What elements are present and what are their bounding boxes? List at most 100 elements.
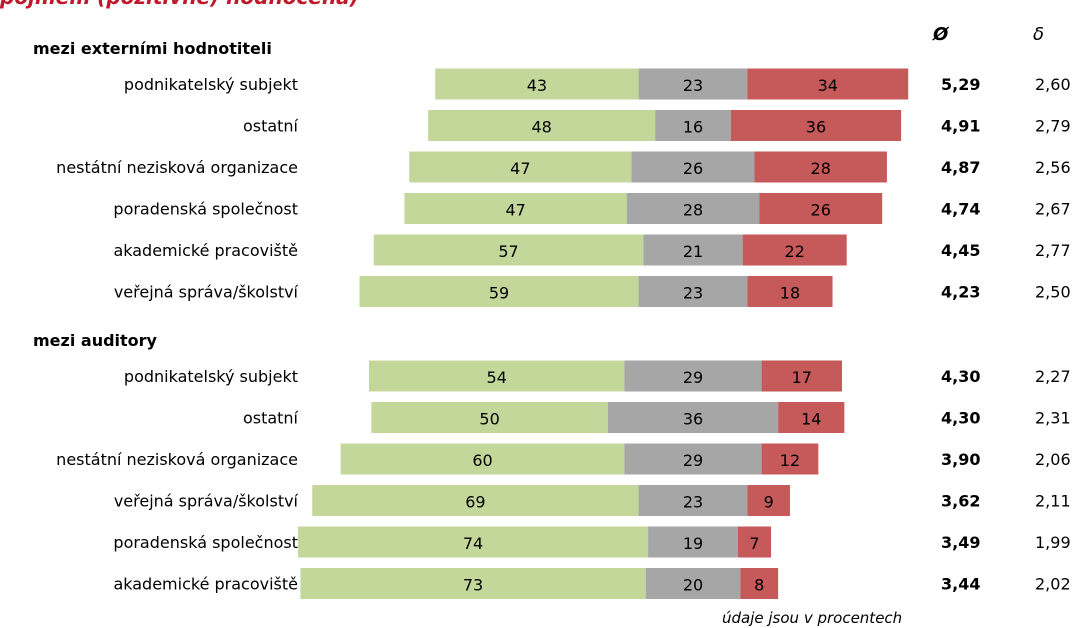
negative-segment: [747, 68, 909, 100]
positive-segment: [368, 360, 625, 392]
neutral-value-label: 23: [683, 493, 703, 512]
negative-value-label: 28: [811, 159, 831, 178]
negative-segment: [759, 193, 883, 224]
mean-value: 3,44: [941, 575, 980, 594]
negative-segment: [761, 443, 819, 475]
category-label: podnikatelský subjekt: [124, 367, 298, 386]
category-label: podnikatelský subjekt: [124, 75, 298, 94]
sd-value: 2,67: [1035, 200, 1071, 219]
positive-segment: [404, 193, 627, 224]
mean-value: 3,90: [941, 450, 980, 469]
negative-segment: [778, 402, 845, 433]
negative-value-label: 36: [806, 118, 826, 137]
positive-segment: [373, 234, 644, 266]
positive-segment: [340, 443, 625, 475]
positive-value-label: 69: [465, 493, 485, 512]
neutral-segment: [648, 526, 738, 558]
category-label: ostatní: [243, 409, 299, 428]
neutral-value-label: 26: [683, 159, 703, 178]
neutral-segment: [607, 402, 779, 433]
negative-value-label: 9: [764, 493, 774, 512]
neutral-segment: [655, 110, 731, 141]
sd-value: 2,31: [1035, 409, 1071, 428]
positive-value-label: 47: [510, 159, 530, 178]
positive-segment: [300, 568, 646, 599]
mean-value: 3,62: [941, 492, 980, 511]
neutral-value-label: 19: [683, 534, 703, 553]
positive-segment: [428, 110, 656, 141]
negative-value-label: 12: [780, 451, 800, 470]
neutral-segment: [638, 485, 748, 516]
neutral-segment: [624, 360, 762, 392]
sd-value: 2,50: [1035, 283, 1071, 302]
negative-segment: [754, 151, 887, 183]
neutral-segment: [643, 234, 743, 266]
sd-value: 2,11: [1035, 492, 1071, 511]
neutral-segment: [638, 276, 748, 307]
negative-value-label: 26: [811, 201, 831, 220]
neutral-value-label: 36: [683, 410, 703, 429]
negative-value-label: 22: [785, 242, 805, 261]
category-label: akademické pracoviště: [113, 575, 298, 594]
mean-value: 4,45: [941, 241, 980, 260]
negative-segment: [761, 360, 842, 392]
neutral-value-label: 29: [683, 368, 703, 387]
mean-value: 4,74: [941, 200, 980, 219]
neutral-value-label: 21: [683, 242, 703, 261]
mean-value: 4,30: [941, 367, 980, 386]
negative-segment: [747, 276, 833, 307]
positive-segment: [359, 276, 639, 307]
negative-value-label: 14: [801, 410, 821, 429]
neutral-value-label: 20: [683, 576, 703, 595]
positive-value-label: 60: [472, 451, 492, 470]
category-label: poradenská společnost: [113, 533, 298, 552]
units-note: údaje jsou v procentech: [722, 609, 902, 627]
sd-value: 1,99: [1035, 533, 1071, 552]
mean-value: 4,91: [941, 117, 980, 136]
chart-title: pojmem (pozitivně) hodnocena): [0, 0, 359, 9]
sd-value: 2,77: [1035, 241, 1071, 260]
positive-value-label: 57: [498, 242, 518, 261]
negative-segment: [747, 485, 790, 516]
negative-segment: [742, 234, 847, 266]
positive-segment: [298, 526, 649, 558]
positive-segment: [312, 485, 639, 516]
positive-value-label: 54: [487, 368, 507, 387]
sd-value: 2,56: [1035, 158, 1071, 177]
positive-value-label: 59: [489, 284, 509, 303]
negative-value-label: 17: [792, 368, 812, 387]
negative-segment: [737, 526, 772, 558]
positive-value-label: 47: [505, 201, 525, 220]
neutral-segment: [624, 443, 762, 475]
neutral-value-label: 16: [683, 118, 703, 137]
category-label: akademické pracoviště: [113, 241, 298, 260]
negative-value-label: 18: [780, 284, 800, 303]
mean-value: 5,29: [941, 75, 980, 94]
neutral-value-label: 29: [683, 451, 703, 470]
positive-segment: [435, 68, 639, 100]
sd-value: 2,02: [1035, 575, 1071, 594]
mean-value: 3,49: [941, 533, 980, 552]
negative-value-label: 34: [818, 76, 838, 95]
sd-value: 2,27: [1035, 367, 1071, 386]
mean-value: 4,30: [941, 409, 980, 428]
group-label: mezi auditory: [33, 331, 158, 350]
sd-value: 2,79: [1035, 117, 1071, 136]
neutral-segment: [631, 151, 755, 183]
positive-value-label: 73: [463, 576, 483, 595]
neutral-segment: [645, 568, 741, 599]
chart-rows: mezi externími hodnotiteli podnikatelský …: [33, 39, 1071, 599]
neutral-segment: [638, 68, 748, 100]
category-label: veřejná správa/školství: [114, 492, 299, 511]
category-label: veřejná správa/školství: [114, 283, 299, 302]
neutral-value-label: 23: [683, 284, 703, 303]
positive-segment: [409, 151, 632, 183]
sd-value: 2,60: [1035, 75, 1071, 94]
category-label: nestátní nezisková organizace: [56, 450, 298, 469]
category-label: ostatní: [243, 117, 299, 136]
positive-segment: [371, 402, 608, 433]
neutral-value-label: 28: [683, 201, 703, 220]
neutral-value-label: 23: [683, 76, 703, 95]
negative-segment: [730, 110, 902, 141]
